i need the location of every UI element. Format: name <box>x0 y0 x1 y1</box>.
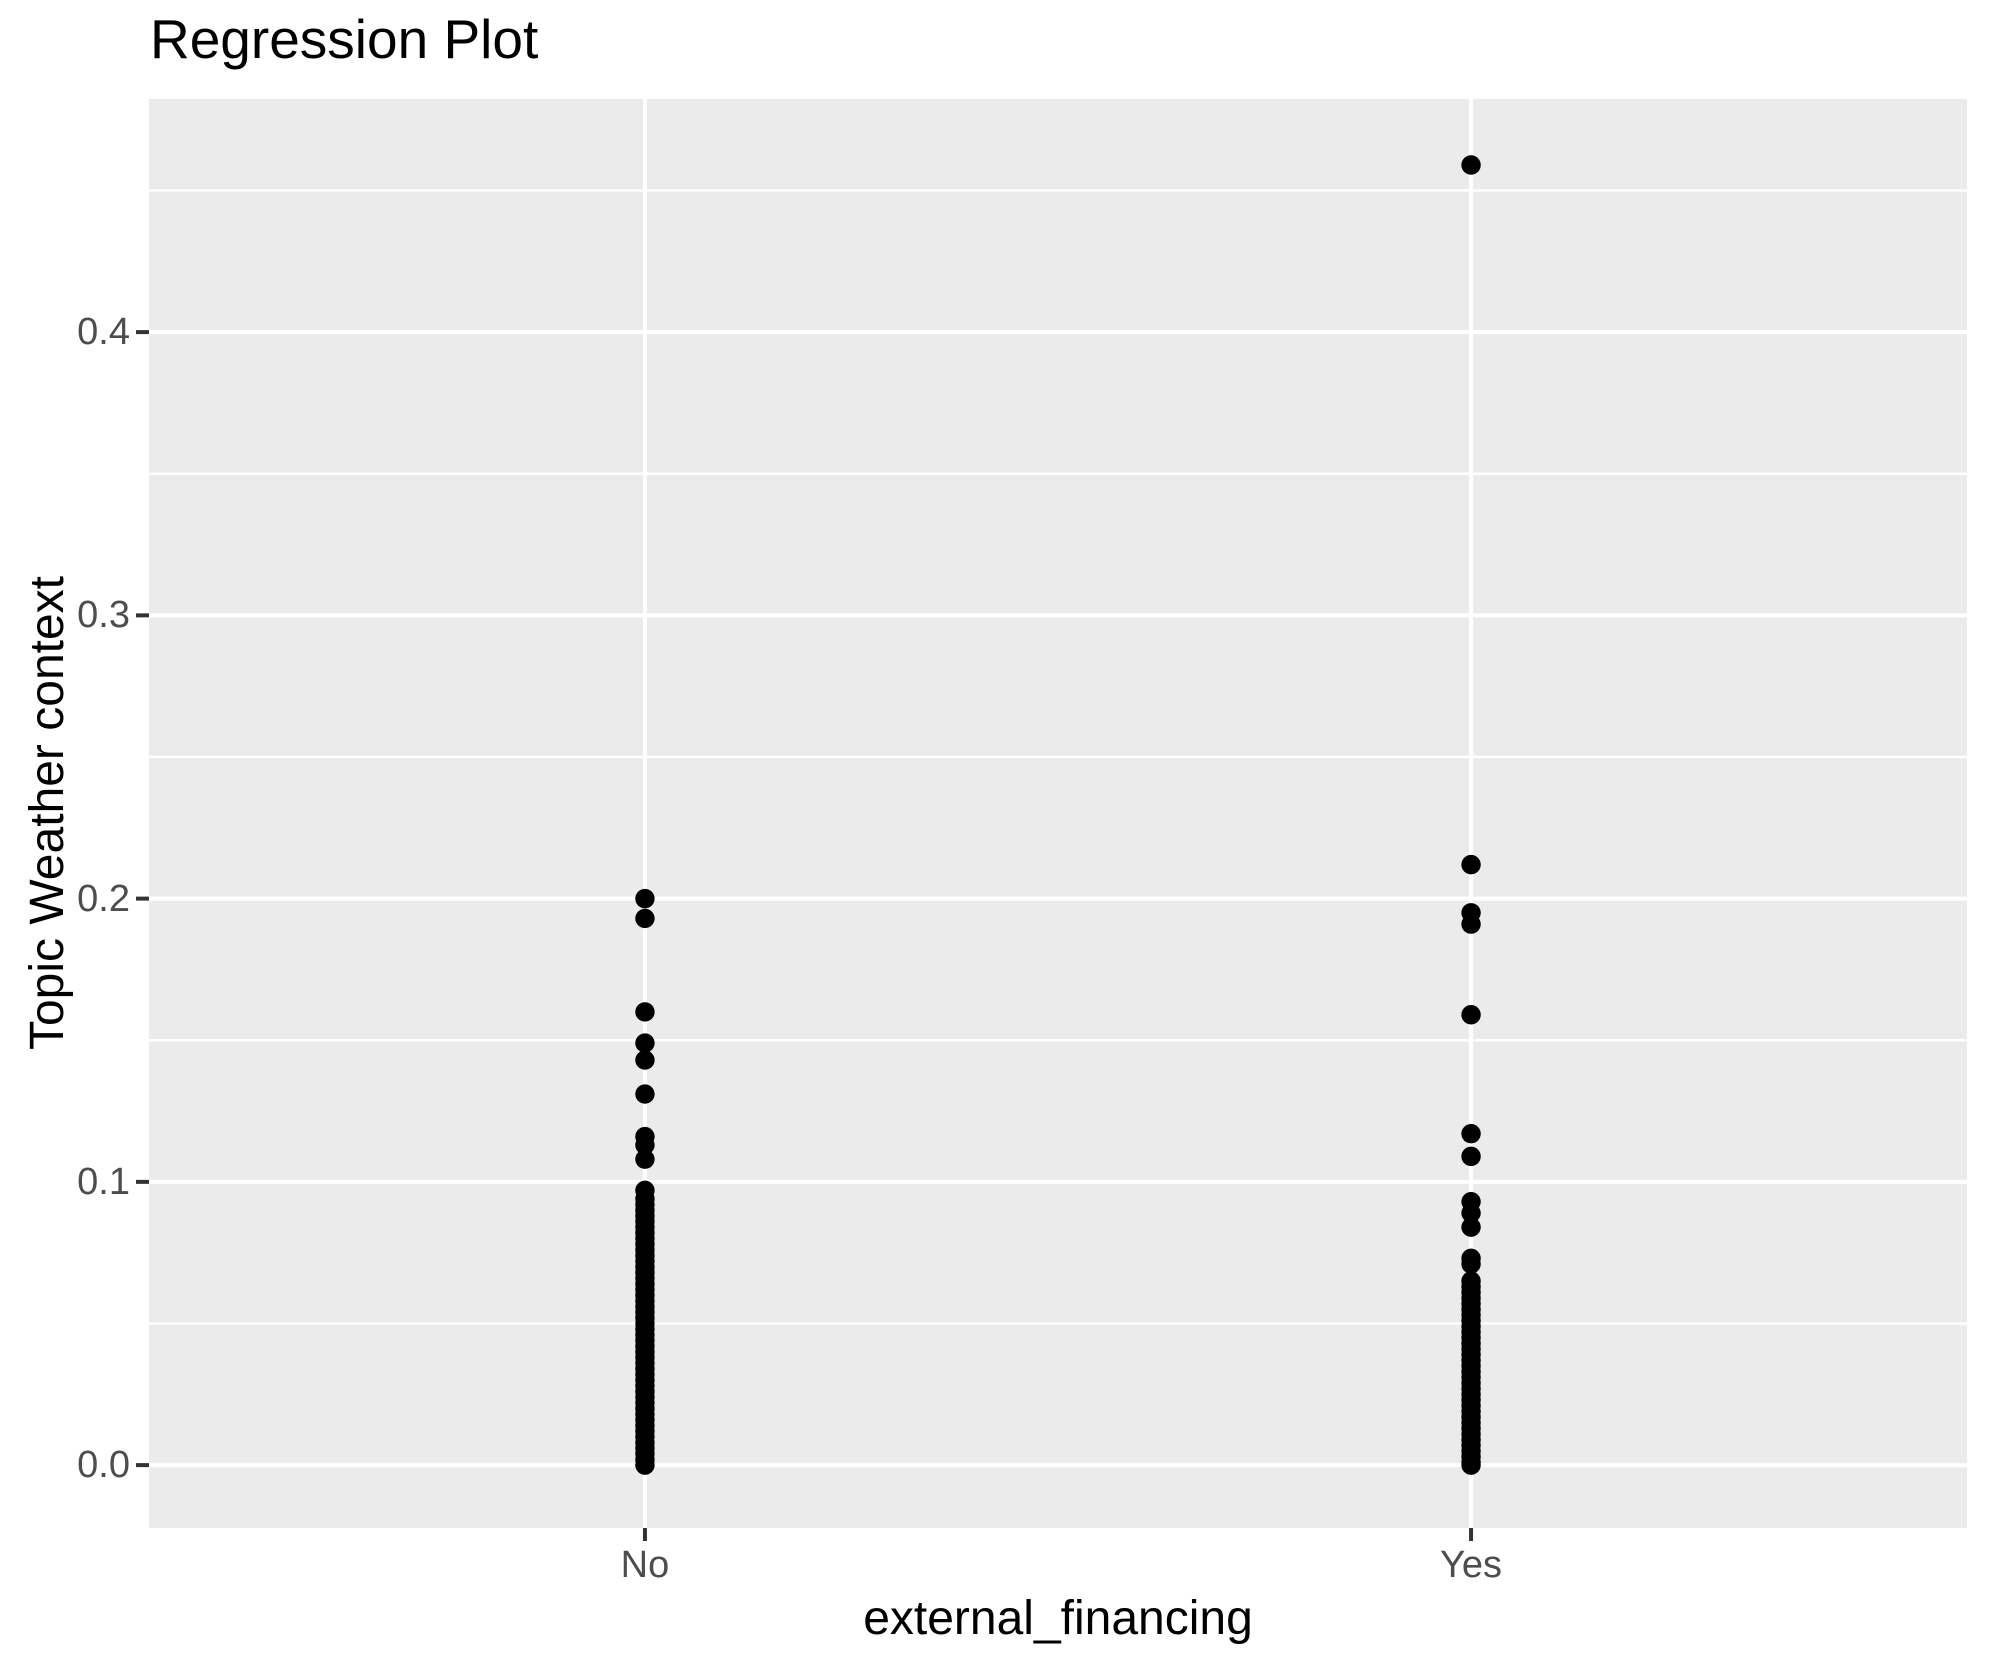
y-axis-title: Topic Weather context <box>21 575 74 1051</box>
data-point <box>635 908 655 929</box>
data-point <box>635 1002 655 1022</box>
data-point <box>1461 1254 1481 1274</box>
y-axis-tick-label: 0.4 <box>77 311 130 354</box>
x-axis-title: external_financing <box>863 1592 1253 1645</box>
data-point <box>1461 155 1481 175</box>
chart-panel <box>149 99 1967 1528</box>
data-point <box>1461 1005 1481 1025</box>
data-point <box>1461 1455 1481 1475</box>
y-axis-tick-label: 0.1 <box>77 1160 130 1203</box>
y-axis-tick-label: 0.0 <box>77 1444 130 1487</box>
y-axis-tick-label: 0.2 <box>77 877 130 920</box>
data-point <box>635 1135 655 1155</box>
plot-title: Regression Plot <box>150 8 539 70</box>
x-axis-tick-label: Yes <box>1440 1544 1503 1586</box>
data-point <box>1461 1124 1481 1144</box>
x-axis-tick-label: No <box>620 1544 670 1586</box>
data-point <box>1461 914 1481 934</box>
data-point <box>635 1149 655 1169</box>
data-point <box>635 1033 655 1053</box>
data-point <box>1461 1203 1481 1223</box>
data-point <box>635 1084 655 1104</box>
data-point <box>635 1050 655 1070</box>
data-point <box>1461 854 1481 875</box>
data-point <box>1461 1146 1481 1167</box>
data-point <box>1461 1217 1481 1237</box>
y-axis-tick-label: 0.3 <box>77 594 130 637</box>
data-point <box>635 1455 655 1475</box>
data-point <box>635 888 655 909</box>
